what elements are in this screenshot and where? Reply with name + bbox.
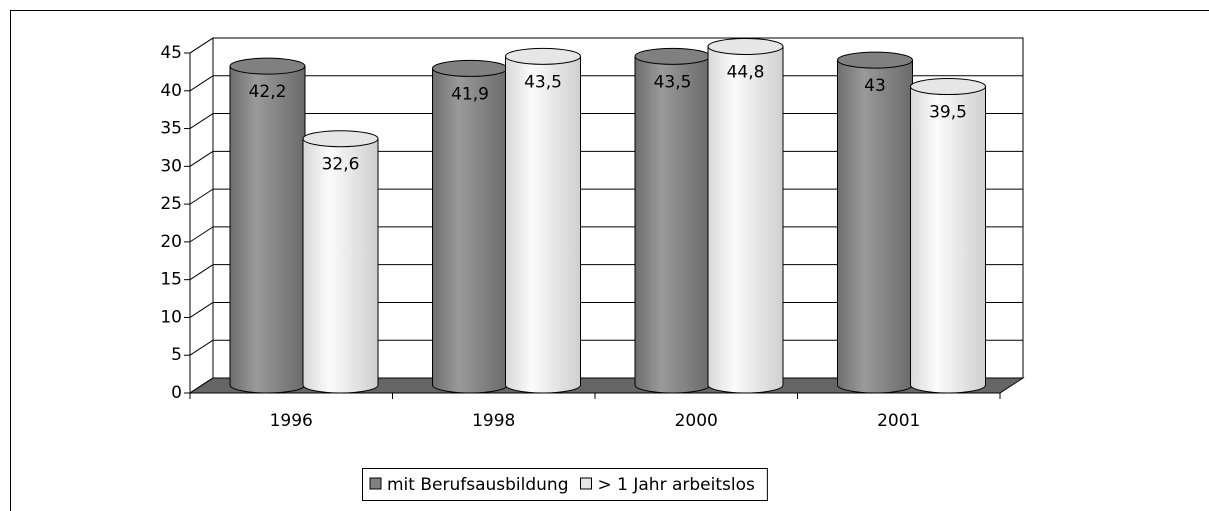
y-tick-label: 30: [160, 156, 182, 176]
bar-top: [505, 47, 581, 65]
legend-label: mit Berufsausbildung: [387, 475, 569, 495]
bar-top: [634, 47, 711, 65]
grid-line: [189, 302, 214, 318]
x-tick-label: 2000: [675, 411, 718, 431]
bar-top: [432, 59, 508, 77]
bar-top: [302, 130, 379, 148]
data-label: 44,8: [727, 63, 765, 83]
y-tick-label: 45: [160, 43, 182, 63]
bar-top: [910, 78, 986, 96]
data-label: 43: [864, 76, 886, 96]
bar: [229, 65, 306, 394]
grid-line: [189, 188, 214, 205]
legend-swatch: [580, 477, 592, 490]
floor: [188, 377, 1025, 394]
bar-top: [229, 57, 306, 75]
legend: [362, 468, 768, 501]
frame: [10, 10, 1209, 511]
bar: [910, 86, 986, 394]
bar: [837, 59, 913, 394]
x-tick-label: 1996: [270, 411, 313, 431]
y-tick-label: 40: [160, 81, 182, 101]
grid-line: [189, 226, 214, 243]
bar: [707, 46, 784, 394]
x-tick-label: 1998: [472, 411, 515, 431]
data-label: 43,5: [654, 72, 692, 92]
data-label: 43,5: [524, 72, 562, 92]
y-tick-label: 0: [171, 383, 182, 403]
data-label: 39,5: [929, 103, 967, 123]
grid-line: [189, 339, 214, 356]
bar: [302, 138, 379, 394]
data-label: 32,6: [322, 155, 360, 175]
y-tick-label: 25: [160, 194, 182, 214]
y-tick-label: 15: [160, 270, 182, 290]
grid-line: [189, 150, 214, 167]
y-tick-label: 5: [171, 345, 182, 365]
data-label: 41,9: [451, 84, 489, 104]
bar: [432, 67, 508, 394]
grid-line: [189, 264, 214, 281]
y-tick-label: 10: [160, 307, 182, 327]
data-label: 42,2: [249, 82, 287, 102]
x-tick-label: 2001: [877, 411, 920, 431]
grid-line: [189, 37, 214, 54]
bar: [505, 55, 581, 394]
y-tick-label: 20: [160, 232, 182, 252]
legend-label: > 1 Jahr arbeitslos: [598, 475, 755, 495]
bar: [634, 55, 711, 394]
grid-line: [189, 75, 214, 92]
y-tick-label: 35: [160, 119, 182, 139]
bar-top: [837, 51, 913, 69]
legend-swatch: [369, 477, 382, 490]
side-wall: [189, 37, 214, 394]
bar-top: [707, 38, 784, 56]
grid-line: [189, 113, 214, 129]
